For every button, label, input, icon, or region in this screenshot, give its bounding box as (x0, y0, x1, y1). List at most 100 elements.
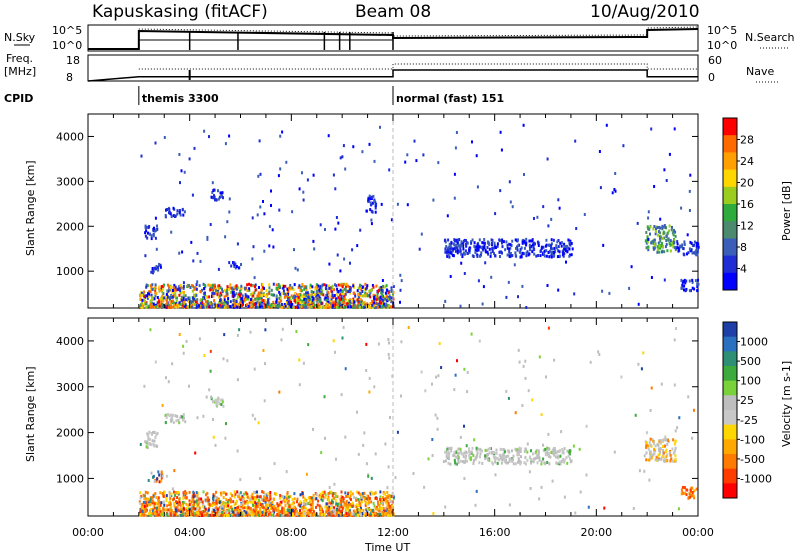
data-pixel (275, 304, 278, 308)
data-pixel (263, 249, 266, 253)
data-pixel (223, 514, 226, 517)
data-pixel (178, 286, 181, 290)
data-pixel (473, 438, 476, 442)
data-pixel (172, 299, 174, 303)
data-pixel (282, 289, 285, 293)
y-axis-label: Slant Range [km] (24, 160, 37, 256)
data-pixel (388, 294, 391, 298)
data-pixel (335, 502, 338, 506)
data-pixel (672, 459, 674, 463)
y-tick-label: 4000 (56, 130, 84, 143)
data-pixel (180, 298, 183, 302)
data-pixel (211, 512, 214, 516)
data-pixel (669, 239, 672, 243)
data-pixel (281, 130, 284, 134)
data-pixel (530, 458, 533, 461)
data-pixel (330, 303, 333, 307)
data-pixel (536, 456, 539, 459)
data-pixel (384, 506, 387, 510)
data-pixel (219, 191, 222, 195)
data-pixel (345, 302, 348, 306)
data-pixel (147, 479, 150, 482)
data-pixel (190, 496, 193, 500)
colorbar-tick-label: 28 (740, 134, 754, 147)
data-pixel (217, 497, 220, 501)
data-pixel (359, 492, 362, 496)
data-pixel (261, 283, 264, 287)
data-pixel (157, 513, 160, 517)
data-pixel (391, 296, 393, 300)
data-pixel (166, 512, 169, 516)
data-pixel (390, 286, 393, 290)
data-pixel (691, 244, 694, 248)
data-pixel (570, 253, 573, 257)
data-pixel (668, 224, 671, 228)
data-pixel (185, 506, 188, 510)
data-pixel (454, 455, 457, 459)
data-pixel (320, 302, 323, 306)
data-pixel (461, 255, 464, 259)
data-pixel (311, 497, 314, 500)
data-pixel (337, 221, 340, 225)
data-pixel (334, 283, 336, 287)
data-pixel (537, 254, 540, 257)
data-pixel (258, 495, 261, 499)
data-pixel (359, 284, 361, 288)
data-pixel (660, 439, 663, 442)
data-pixel (374, 507, 377, 511)
colorbar-swatch (723, 454, 737, 470)
data-pixel (385, 293, 388, 297)
data-pixel (309, 283, 312, 287)
data-pixel (444, 459, 447, 463)
data-pixel (470, 240, 473, 244)
data-pixel (613, 450, 616, 454)
data-pixel (264, 362, 266, 366)
data-pixel (524, 447, 527, 451)
data-pixel (673, 442, 676, 446)
data-pixel (478, 461, 481, 465)
data-pixel (268, 244, 271, 248)
data-pixel (371, 513, 374, 517)
data-pixel (366, 302, 369, 306)
data-pixel (532, 452, 534, 456)
data-pixel (508, 254, 511, 258)
data-pixel (447, 246, 450, 250)
data-pixel (538, 355, 541, 359)
data-pixel (184, 496, 187, 499)
data-pixel (330, 297, 333, 301)
data-pixel (229, 305, 232, 308)
data-pixel (323, 283, 326, 287)
data-pixel (555, 244, 558, 248)
data-pixel (234, 266, 237, 270)
data-pixel (153, 306, 156, 309)
data-pixel (323, 490, 326, 494)
data-pixel (332, 492, 335, 495)
data-pixel (289, 495, 292, 499)
data-pixel (182, 290, 185, 294)
data-pixel (319, 223, 322, 227)
data-pixel (687, 395, 690, 399)
data-pixel (642, 351, 645, 355)
data-pixel (333, 300, 336, 304)
data-pixel (463, 367, 466, 371)
data-pixel (216, 293, 219, 297)
data-pixel (512, 462, 515, 466)
data-pixel (280, 292, 283, 296)
data-pixel (297, 293, 300, 297)
data-pixel (160, 305, 163, 309)
data-pixel (484, 248, 487, 252)
data-pixel (286, 510, 289, 514)
data-pixel (234, 508, 236, 512)
y-tick-label: 1000 (56, 265, 84, 278)
data-pixel (155, 228, 158, 232)
data-pixel (246, 289, 249, 292)
data-pixel (250, 500, 253, 504)
data-pixel (669, 242, 672, 246)
data-pixel (140, 505, 143, 509)
data-pixel (186, 305, 189, 308)
data-pixel (215, 511, 218, 515)
data-pixel (568, 450, 571, 454)
data-pixel (150, 286, 153, 290)
data-pixel (598, 150, 601, 153)
data-pixel (368, 390, 371, 394)
